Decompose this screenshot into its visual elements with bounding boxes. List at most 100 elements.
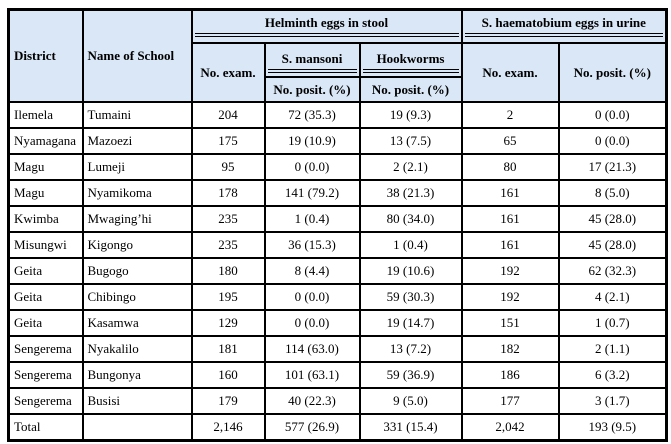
- column-header-urine-no-exam: No. exam.: [460, 42, 560, 103]
- school-cell: Nyamikoma: [81, 179, 193, 207]
- table-row: Sengerema Nyakalilo 181 114 (63.0) 13 (7…: [7, 335, 668, 363]
- school-cell: Kigongo: [81, 231, 193, 259]
- school-cell: Mazoezi: [81, 127, 193, 155]
- stool-exam-cell: 179: [190, 387, 266, 415]
- hookworm-posit-cell: 19 (10.6): [358, 257, 463, 285]
- urine-exam-cell: 161: [460, 179, 560, 207]
- stool-exam-cell: 204: [190, 101, 266, 129]
- urine-posit-cell: 193 (9.5): [557, 413, 668, 441]
- stool-exam-cell: 178: [190, 179, 266, 207]
- urine-exam-cell: 192: [460, 257, 560, 285]
- school-cell: [81, 413, 193, 441]
- urine-exam-cell: 186: [460, 361, 560, 389]
- table-row: Ilemela Tumaini 204 72 (35.3) 19 (9.3) 2…: [7, 101, 668, 129]
- column-header-urine-no-posit: No. posit. (%): [557, 42, 668, 103]
- urine-posit-cell: 6 (3.2): [557, 361, 668, 389]
- urine-posit-cell: 45 (28.0): [557, 231, 668, 259]
- hookworm-posit-cell: 2 (2.1): [358, 153, 463, 181]
- urine-posit-cell: 62 (32.3): [557, 257, 668, 285]
- mansoni-posit-cell: 0 (0.0): [263, 283, 361, 311]
- district-cell: Sengerema: [7, 335, 84, 363]
- column-header-hookworms: Hookworms: [358, 42, 463, 78]
- hookworm-posit-cell: 13 (7.5): [358, 127, 463, 155]
- urine-exam-cell: 65: [460, 127, 560, 155]
- mansoni-posit-cell: 8 (4.4): [263, 257, 361, 285]
- school-cell: Bugogo: [81, 257, 193, 285]
- urine-exam-cell: 161: [460, 205, 560, 233]
- hookworm-posit-cell: 59 (30.3): [358, 283, 463, 311]
- mansoni-posit-cell: 101 (63.1): [263, 361, 361, 389]
- district-cell: Magu: [7, 153, 84, 181]
- mansoni-posit-cell: 577 (26.9): [263, 413, 361, 441]
- urine-exam-cell: 80: [460, 153, 560, 181]
- group-header-stool: Helminth eggs in stool: [190, 8, 463, 44]
- urine-posit-cell: 3 (1.7): [557, 387, 668, 415]
- table-header: District Name of School Helminth eggs in…: [7, 8, 668, 103]
- district-cell: Geita: [7, 257, 84, 285]
- urine-exam-cell: 182: [460, 335, 560, 363]
- district-cell: Misungwi: [7, 231, 84, 259]
- column-header-s-mansoni: S. mansoni: [263, 42, 361, 78]
- urine-posit-cell: 1 (0.7): [557, 309, 668, 337]
- stool-exam-cell: 195: [190, 283, 266, 311]
- hookworm-posit-cell: 80 (34.0): [358, 205, 463, 233]
- mansoni-posit-cell: 114 (63.0): [263, 335, 361, 363]
- header-row-sub: No. exam. S. mansoni Hookworms No. exam.…: [9, 42, 668, 103]
- urine-exam-cell: 177: [460, 387, 560, 415]
- urine-exam-cell: 2,042: [460, 413, 560, 441]
- district-cell: Nyamagana: [7, 127, 84, 155]
- district-cell: Kwimba: [7, 205, 84, 233]
- stool-exam-cell: 235: [190, 231, 266, 259]
- district-cell: Magu: [7, 179, 84, 207]
- header-row-posit: No. posit. (%) No. posit. (%): [9, 76, 667, 103]
- column-header-school: Name of School: [81, 8, 193, 103]
- school-cell: Kasamwa: [81, 309, 193, 337]
- stool-exam-cell: 181: [190, 335, 266, 363]
- table-row: Sengerema Busisi 179 40 (22.3) 9 (5.0) 1…: [7, 387, 668, 415]
- survey-results-table: District Name of School Helminth eggs in…: [7, 8, 669, 442]
- stool-exam-cell: 2,146: [190, 413, 266, 441]
- group-header-urine-label: S. haematobium eggs in urine: [464, 14, 664, 37]
- hookworm-posit-cell: 19 (9.3): [358, 101, 463, 129]
- hookworm-posit-cell: 9 (5.0): [358, 387, 463, 415]
- district-cell: Sengerema: [7, 387, 84, 415]
- district-cell: Geita: [7, 283, 84, 311]
- mansoni-posit-cell: 19 (10.9): [263, 127, 361, 155]
- urine-exam-cell: 2: [460, 101, 560, 129]
- table-row: Magu Nyamikoma 178 141 (79.2) 38 (21.3) …: [7, 179, 668, 207]
- stool-exam-cell: 235: [190, 205, 266, 233]
- mansoni-posit-cell: 72 (35.3): [263, 101, 361, 129]
- stool-exam-cell: 160: [190, 361, 266, 389]
- urine-posit-cell: 0 (0.0): [557, 127, 668, 155]
- district-cell: Total: [7, 413, 84, 441]
- hookworm-posit-cell: 1 (0.4): [358, 231, 463, 259]
- hookworm-posit-cell: 13 (7.2): [358, 335, 463, 363]
- stool-exam-cell: 175: [190, 127, 266, 155]
- district-cell: Geita: [7, 309, 84, 337]
- school-cell: Busisi: [81, 387, 193, 415]
- group-header-urine: S. haematobium eggs in urine: [460, 8, 668, 44]
- table-row: Magu Lumeji 95 0 (0.0) 2 (2.1) 80 17 (21…: [7, 153, 668, 181]
- urine-posit-cell: 4 (2.1): [557, 283, 668, 311]
- urine-posit-cell: 0 (0.0): [557, 101, 668, 129]
- hookworms-label: Hookworms: [362, 50, 459, 73]
- stool-exam-cell: 129: [190, 309, 266, 337]
- s-mansoni-label: S. mansoni: [267, 50, 357, 73]
- school-cell: Lumeji: [81, 153, 193, 181]
- school-cell: Mwaging’hi: [81, 205, 193, 233]
- school-cell: Nyakalilo: [81, 335, 193, 363]
- mansoni-posit-cell: 141 (79.2): [263, 179, 361, 207]
- mansoni-posit-cell: 0 (0.0): [263, 153, 361, 181]
- urine-posit-cell: 8 (5.0): [557, 179, 668, 207]
- table-row-total: Total 2,146 577 (26.9) 331 (15.4) 2,042 …: [7, 413, 668, 441]
- urine-posit-cell: 2 (1.1): [557, 335, 668, 363]
- urine-exam-cell: 192: [460, 283, 560, 311]
- mansoni-posit-cell: 0 (0.0): [263, 309, 361, 337]
- urine-exam-cell: 161: [460, 231, 560, 259]
- table-row: Kwimba Mwaging’hi 235 1 (0.4) 80 (34.0) …: [7, 205, 668, 233]
- table-row: Geita Chibingo 195 0 (0.0) 59 (30.3) 192…: [7, 283, 668, 311]
- table-body: Ilemela Tumaini 204 72 (35.3) 19 (9.3) 2…: [7, 101, 668, 441]
- table-row: Geita Kasamwa 129 0 (0.0) 19 (14.7) 151 …: [7, 309, 668, 337]
- district-cell: Ilemela: [7, 101, 84, 129]
- column-header-district: District: [7, 8, 84, 103]
